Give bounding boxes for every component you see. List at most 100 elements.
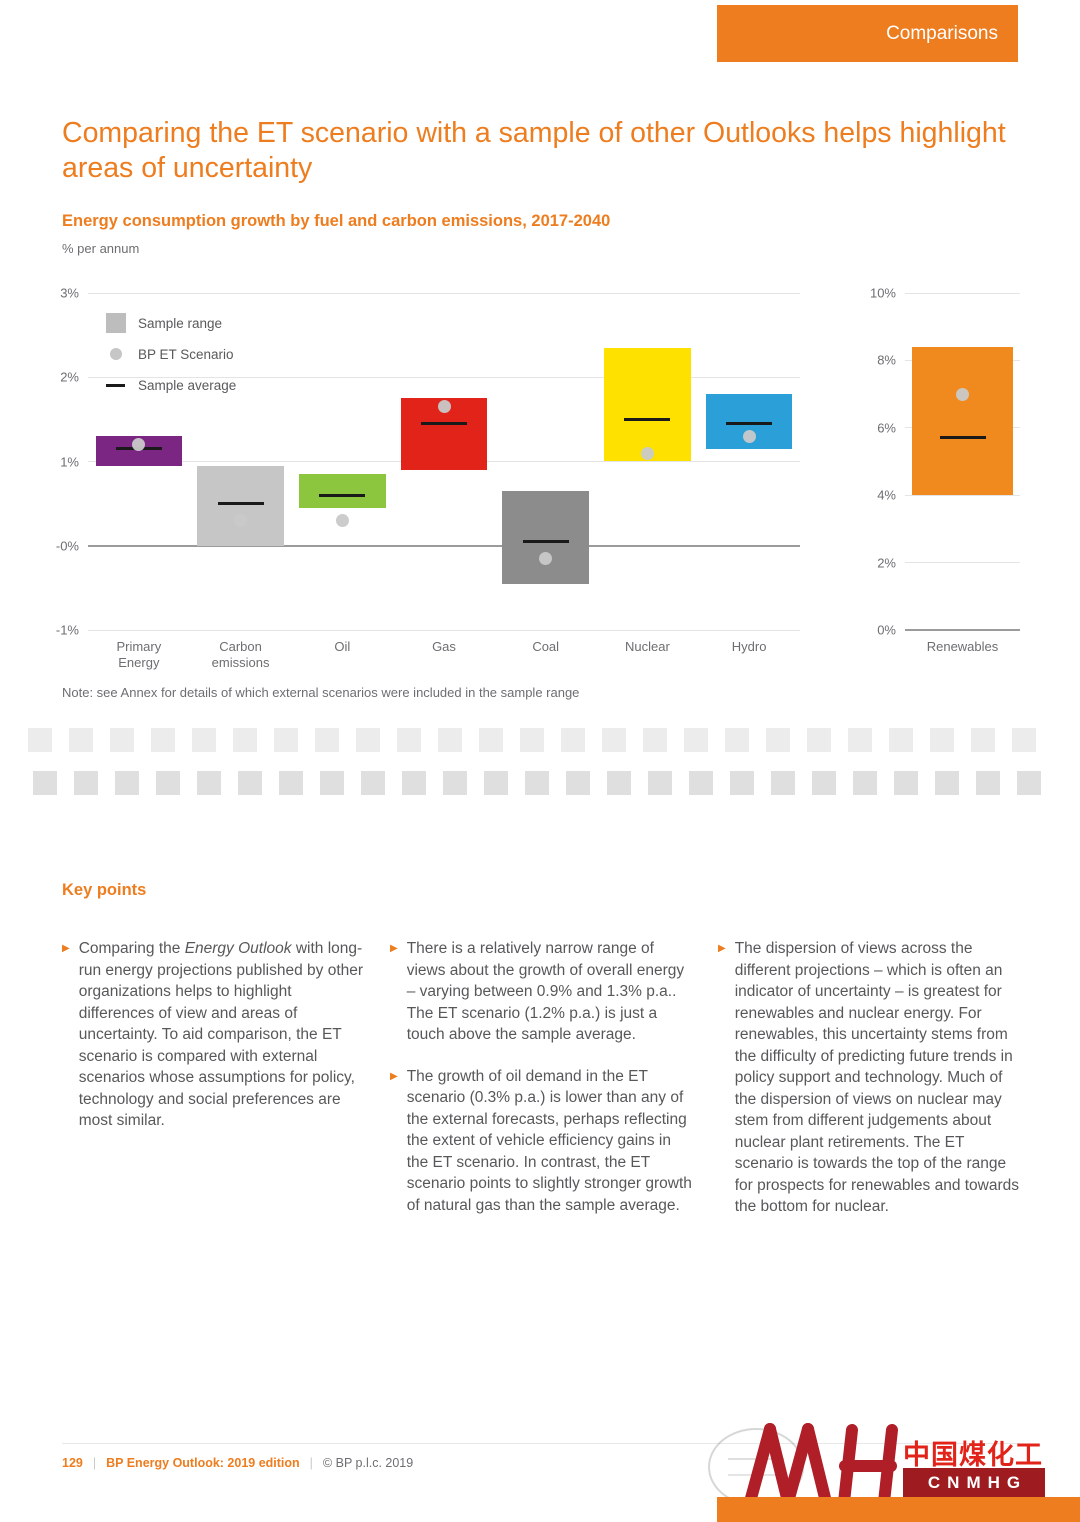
axis-tick-label: 2% [877,555,896,571]
sample-average-marker [522,540,569,544]
gridline [905,562,1020,564]
gridline [88,292,800,294]
decorative-square [110,728,134,752]
key-point-text-pre: Comparing the [78,940,185,957]
gridline [905,629,1020,631]
key-point-text: The dispersion of views across the diffe… [734,940,1020,1215]
decorative-square [156,771,180,795]
section-tab-label: Comparisons [886,22,998,44]
decorative-square [648,771,672,795]
footer-separator: | [92,1456,97,1470]
axis-tick-label: -0% [55,538,79,554]
category-label: Hydro [731,639,767,654]
decorative-square [812,771,836,795]
decorative-square [1017,771,1041,795]
legend-item-sample-range: Sample range [106,313,236,333]
sample-average-marker [217,502,264,506]
key-point-text: Comparing the Energy Outlook with long-r… [79,938,364,1132]
section-tab: Comparisons [717,5,1018,62]
decorative-square [33,771,57,795]
decorative-square [238,771,262,795]
decorative-square [279,771,303,795]
gridline [905,292,1020,294]
key-points-column-3: ▶ The dispersion of views across the dif… [718,938,1020,1238]
decorative-square [520,728,544,752]
decorative-square [684,728,708,752]
bullet-arrow-icon: ▶ [718,943,726,954]
cnmhg-logo-icon [744,1423,898,1508]
decorative-square [730,771,754,795]
axis-tick-label: 1% [60,454,79,469]
copyright-label: © BP p.l.c. 2019 [322,1456,414,1470]
category-label: Nuclear [625,639,670,654]
decorative-square [402,771,426,795]
key-point-text: The growth of oil demand in the ET scena… [406,1067,692,1214]
bp-et-marker [539,551,553,565]
decorative-square [643,728,667,752]
sample-average-marker [726,422,773,426]
decorative-square [602,728,626,752]
decorative-square [807,728,831,752]
decorative-square [115,771,139,795]
axis-tick-label: -1% [55,622,79,638]
gridline [905,494,1020,496]
category-label: Renewables [926,639,999,654]
brand-chinese-text: 中国煤化工 [903,1440,1043,1470]
decorative-square [976,771,1000,795]
decorative-square [766,728,790,752]
page-title: Comparing the ET scenario with a sample … [62,117,1006,184]
bp-et-marker [956,387,969,401]
decorative-square [192,728,216,752]
key-point-text-post: with long-run energy projections publish… [78,940,364,1129]
decorative-square [74,771,98,795]
axis-tick-label: 6% [877,420,896,436]
category-label: Carbon emissions [211,639,270,670]
decorative-square [397,728,421,752]
axis-tick-label: 2% [60,369,79,385]
key-points-columns: ▶ Comparing the Energy Outlook with long… [62,938,1020,1238]
decorative-square [894,771,918,795]
key-point: ▶ Comparing the Energy Outlook with long… [62,938,364,1132]
decorative-square [274,728,298,752]
chart-note: Note: see Annex for details of which ext… [62,685,580,700]
decorative-square [689,771,713,795]
range-bar [604,347,691,462]
decorative-square [848,728,872,752]
bullet-arrow-icon: ▶ [390,1070,398,1082]
gridline [88,544,800,547]
bullet-arrow-icon: ▶ [390,943,398,954]
decorative-square [69,728,93,752]
page-number: 129 [62,1456,83,1470]
sample-range-swatch-icon [106,313,126,333]
legend-label: Sample range [138,315,223,331]
legend-item-sample-average: Sample average [106,375,236,395]
decorative-square [889,728,913,752]
bottom-accent-bar [717,1497,1080,1522]
decorative-square [197,771,221,795]
axis-tick-label: 8% [877,352,896,368]
bp-et-marker [132,438,146,452]
decorative-square [233,728,257,752]
sample-average-marker [421,422,467,426]
legend-item-bp-et-scenario: BP ET Scenario [106,344,236,364]
key-point: ▶ The growth of oil demand in the ET sce… [390,1066,692,1217]
bp-et-marker [437,400,451,414]
bullet-arrow-icon: ▶ [62,943,70,954]
range-bar [299,474,386,508]
axis-tick-label: 3% [60,285,79,301]
chart-unit-label: % per annum [62,241,140,256]
bp-et-marker [742,429,756,443]
decorative-square [479,728,503,752]
edition-label: BP Energy Outlook: 2019 edition [106,1456,300,1470]
decorative-square [725,728,749,752]
range-bar [911,346,1014,496]
decorative-square [607,771,631,795]
category-label: Primary Energy [116,639,162,670]
bp-et-marker [335,513,349,527]
bp-et-marker [234,513,248,527]
decorative-squares-row-1 [28,728,1036,752]
legend-label: BP ET Scenario [138,346,234,362]
decorative-square [853,771,877,795]
decorative-square [930,728,954,752]
axis-tick-label: 4% [877,487,896,503]
